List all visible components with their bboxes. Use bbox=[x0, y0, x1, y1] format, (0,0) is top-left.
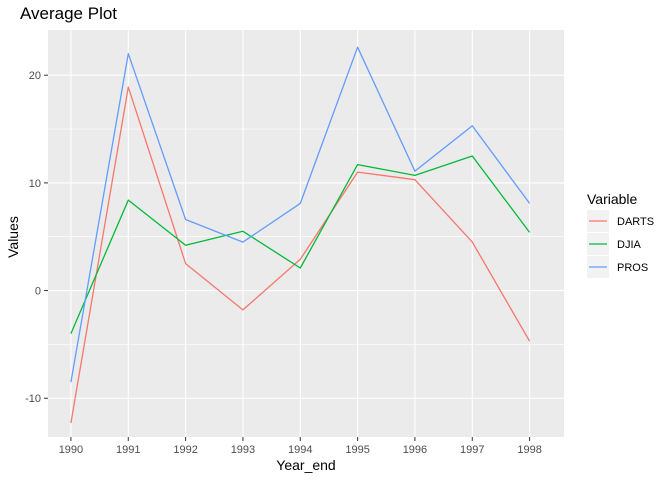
series-layer bbox=[70, 46, 531, 424]
y-tick-label: 10 bbox=[29, 178, 41, 190]
y-tick-label: 20 bbox=[29, 70, 41, 82]
legend-label-pros: PROS bbox=[617, 262, 648, 274]
y-axis: -10 0 10 20 bbox=[25, 70, 48, 405]
x-tick-label: 1994 bbox=[288, 444, 312, 456]
legend-label-darts: DARTS bbox=[617, 216, 654, 228]
series-line-pros bbox=[70, 46, 531, 383]
x-axis: 1990 1991 1992 1993 1994 1995 1996 1997 1998 bbox=[59, 437, 542, 456]
chart-title: Average Plot bbox=[20, 4, 117, 23]
legend-items: DARTS DJIA PROS bbox=[587, 210, 654, 278]
x-tick-label: 1991 bbox=[116, 444, 140, 456]
legend-title: Variable bbox=[587, 191, 638, 207]
x-tick-label: 1992 bbox=[173, 444, 197, 456]
y-tick-label: -10 bbox=[25, 393, 41, 405]
plot-panel bbox=[48, 30, 564, 437]
x-tick-label: 1990 bbox=[59, 444, 83, 456]
x-tick-label: 1997 bbox=[460, 444, 484, 456]
x-axis-title: Year_end bbox=[276, 457, 335, 473]
grid-major bbox=[48, 30, 564, 437]
legend: Variable DARTS DJIA PROS bbox=[587, 191, 654, 278]
legend-label-djia: DJIA bbox=[617, 239, 642, 251]
x-tick-label: 1993 bbox=[231, 444, 255, 456]
y-tick-label: 0 bbox=[35, 286, 41, 298]
grid-minor bbox=[48, 128, 564, 345]
x-tick-label: 1998 bbox=[517, 444, 541, 456]
x-tick-label: 1995 bbox=[345, 444, 369, 456]
y-axis-title: Values bbox=[5, 216, 21, 258]
series-line-darts bbox=[70, 86, 531, 424]
x-tick-label: 1996 bbox=[403, 444, 427, 456]
series-line-djia bbox=[70, 155, 531, 334]
